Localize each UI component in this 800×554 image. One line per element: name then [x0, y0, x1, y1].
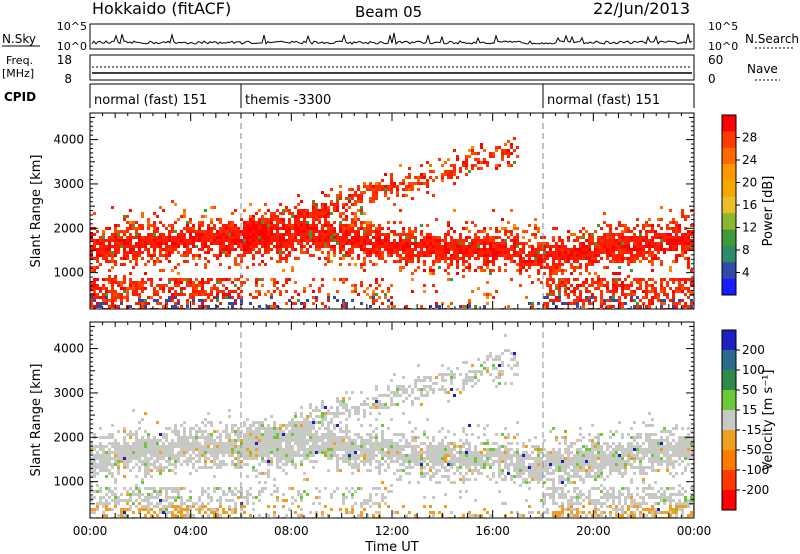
velocity-cbar-swatch — [722, 350, 736, 371]
nsearch-tick-high: 10^5 — [708, 20, 738, 33]
velocity-cbar-tick-label: 15 — [742, 403, 757, 417]
power-cbar-swatch — [722, 262, 736, 280]
cpid-segment-label: normal (fast) 151 — [547, 93, 660, 108]
power-cbar-tick-label: 28 — [742, 131, 757, 145]
velocity-cbar-tick-label: -15 — [742, 423, 762, 437]
velocity-ytick-label: 3000 — [53, 386, 84, 400]
power-cbar-tick-label: 24 — [742, 153, 757, 167]
velocity-cbar-tick-label: 50 — [742, 383, 757, 397]
velocity-ytick-label: 2000 — [53, 430, 84, 444]
cpid-panel: CPID normal (fast) 151 themis -3300 normal… — [4, 83, 695, 108]
power-cbar-tick-label: 4 — [742, 266, 750, 280]
power-cbar-swatch — [722, 147, 736, 165]
power-panel: 1000 2000 3000 4000 Slant Range [km] 28 24 20… — [29, 112, 776, 310]
velocity-cbar-swatch — [722, 430, 736, 451]
velocity-cbar-swatch — [722, 370, 736, 391]
freq-unit: [MHz] — [2, 67, 34, 80]
nsearch-tick-low: 10^0 — [708, 40, 738, 53]
velocity-cbar-swatch — [722, 330, 736, 351]
time-tick-label: 00:00 — [73, 524, 108, 538]
freq-label: Freq. — [6, 54, 33, 67]
velocity-field — [90, 322, 694, 518]
velocity-cbar-tick-label: -200 — [742, 483, 769, 497]
velocity-cbar-tick-label: 200 — [742, 343, 765, 357]
power-cbar-swatch — [722, 180, 736, 198]
power-ylabel: Slant Range [km] — [29, 155, 44, 268]
velocity-cbar-swatch — [722, 470, 736, 491]
cpid-segment-label: normal (fast) 151 — [94, 93, 207, 108]
velocity-ylabel: Slant Range [km] — [29, 364, 44, 477]
freq-tick-low: 8 — [64, 72, 72, 86]
power-field — [90, 113, 694, 309]
nave-tick-low: 0 — [708, 72, 716, 86]
power-cbar-swatch — [722, 115, 736, 132]
nsearch-label: N.Search — [745, 32, 799, 46]
time-tick-label: 04:00 — [173, 524, 208, 538]
velocity-cbar-swatch — [722, 410, 736, 431]
velocity-ytick-label: 4000 — [53, 342, 84, 356]
power-cbar-tick-label: 8 — [742, 243, 750, 257]
power-ytick-label: 3000 — [53, 177, 84, 191]
power-cbar-swatch — [722, 213, 736, 231]
power-cbar-swatch — [722, 229, 736, 247]
time-tick-label: 12:00 — [375, 524, 410, 538]
power-cbar-swatch — [722, 278, 736, 296]
power-cbar-tick-label: 16 — [742, 198, 757, 212]
date-title: 22/Jun/2013 — [593, 0, 690, 18]
velocity-panel: 1000 2000 3000 4000 Slant Range [km] 200 100… — [29, 321, 776, 554]
power-cbar-tick-label: 20 — [742, 176, 757, 190]
freq-tick-high: 18 — [57, 53, 72, 67]
nave-label: Nave — [747, 62, 778, 76]
cpid-label: CPID — [4, 90, 36, 104]
velocity-cbar-swatch — [722, 490, 736, 511]
freq-panel: Freq. [MHz] 18 8 60 0 Nave — [2, 53, 780, 86]
time-tick-label: 00:00 — [677, 524, 712, 538]
cpid-segment-label: themis -3300 — [245, 93, 331, 108]
nsky-label: N.Sky — [2, 32, 36, 46]
power-cbar-tick-label: 12 — [742, 221, 757, 235]
nsky-panel: N.Sky 10^5 10^0 10^5 10^0 N.Search — [2, 20, 799, 53]
nsky-series — [91, 32, 693, 46]
power-cbar-swatch — [722, 164, 736, 181]
nsky-tick-high: 10^5 — [57, 20, 87, 33]
time-tick-label: 16:00 — [475, 524, 510, 538]
nsky-tick-low: 10^0 — [57, 40, 87, 53]
velocity-cbar-tick-label: -100 — [742, 463, 769, 477]
power-cbar-label: Power [dB] — [761, 176, 776, 247]
velocity-ytick-label: 1000 — [53, 475, 84, 489]
power-cbar-swatch — [722, 131, 736, 149]
beam-title: Beam 05 — [355, 3, 422, 21]
velocity-cbar-tick-label: -50 — [742, 443, 762, 457]
power-ytick-label: 4000 — [53, 133, 84, 147]
velocity-cbar-swatch — [722, 390, 736, 411]
nave-tick-high: 60 — [708, 53, 723, 67]
time-axis-label: Time UT — [364, 540, 418, 554]
power-ytick-label: 2000 — [53, 221, 84, 235]
power-ytick-label: 1000 — [53, 266, 84, 280]
velocity-cbar-tick-label: 100 — [742, 363, 765, 377]
station-title: Hokkaido (fitACF) — [92, 0, 231, 18]
velocity-cbar-label: Velocity [m s⁻¹] — [761, 370, 776, 471]
time-tick-label: 20:00 — [576, 524, 611, 538]
velocity-cbar-swatch — [722, 450, 736, 471]
power-cbar-swatch — [722, 245, 736, 263]
time-tick-label: 08:00 — [274, 524, 309, 538]
power-cbar-swatch — [722, 196, 736, 214]
